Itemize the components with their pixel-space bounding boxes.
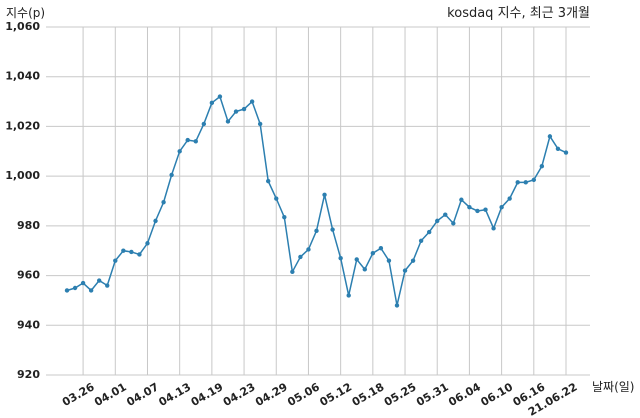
point [547, 134, 553, 139]
x-tick-label: 05.31 [414, 380, 451, 409]
point [233, 109, 239, 114]
y-tick-label: 920 [17, 368, 40, 381]
point [314, 228, 319, 234]
point [121, 248, 126, 253]
point [290, 269, 295, 275]
point [96, 278, 102, 283]
y-tick-label: 1,060 [5, 20, 40, 33]
point [249, 99, 255, 104]
point [451, 221, 456, 226]
x-tick-label: 04.19 [189, 380, 226, 409]
x-tick-label: 04.01 [92, 380, 129, 409]
point [217, 94, 223, 99]
point [330, 227, 335, 232]
point [193, 139, 198, 144]
point [499, 205, 504, 210]
point [523, 180, 528, 185]
point [201, 121, 207, 127]
x-tick-label: 06.04 [446, 380, 483, 409]
y-tick-label: 1,020 [5, 119, 40, 132]
point [177, 149, 182, 154]
point [443, 212, 448, 217]
point [402, 268, 408, 273]
point [563, 150, 569, 155]
point [435, 218, 440, 224]
point [459, 197, 464, 202]
point [539, 164, 545, 169]
point [378, 246, 384, 251]
x-tick-label: 05.12 [318, 380, 355, 409]
y-tick-label: 940 [17, 318, 40, 331]
point [105, 283, 110, 288]
point [306, 247, 311, 252]
y-tick-label: 1,040 [5, 70, 40, 83]
point [354, 257, 359, 262]
y-tick-label: 1,000 [5, 169, 40, 182]
point [531, 177, 537, 183]
point [298, 254, 303, 260]
point [225, 119, 231, 124]
point [426, 229, 432, 235]
line [66, 95, 567, 306]
y-axis-label: 지수(p) [6, 6, 45, 20]
point [169, 172, 174, 178]
point [88, 288, 94, 293]
x-tick-label: 04.29 [253, 380, 290, 409]
point [555, 146, 561, 151]
point [257, 121, 263, 127]
point [410, 258, 416, 263]
point [467, 205, 472, 210]
x-tick-label: 04.13 [157, 380, 194, 409]
point [129, 249, 134, 255]
point [491, 226, 496, 231]
y-tick-label: 960 [17, 269, 40, 282]
point [145, 241, 150, 246]
point [362, 267, 367, 272]
point [274, 196, 279, 201]
x-tick-label: 04.23 [221, 380, 258, 409]
point [338, 255, 343, 261]
x-tick-label: 05.06 [285, 380, 322, 409]
x-tick-label: 05.18 [350, 380, 387, 409]
point [80, 280, 86, 286]
point [282, 214, 287, 220]
point [113, 258, 118, 263]
point [209, 100, 215, 106]
point [394, 303, 400, 308]
point [241, 106, 247, 112]
point [475, 208, 480, 214]
point [386, 258, 392, 263]
point [72, 285, 78, 291]
y-tick-label: 980 [17, 219, 40, 232]
point [266, 178, 271, 184]
point [322, 192, 327, 197]
x-tick-label: 03.26 [60, 380, 97, 409]
point [346, 293, 351, 298]
point [483, 207, 488, 212]
point [185, 137, 190, 143]
x-tick-label: 04.07 [124, 380, 161, 409]
point [153, 218, 158, 224]
point [161, 200, 166, 205]
point [507, 196, 512, 201]
point [64, 288, 70, 293]
chart-title: kosdaq 지수, 최근 3개월 [447, 6, 590, 21]
x-axis-label: 날짜(일) [592, 380, 634, 394]
point [515, 180, 520, 185]
point [418, 238, 424, 243]
x-tick-label: 05.25 [382, 380, 419, 409]
point [370, 251, 376, 256]
point [137, 252, 142, 257]
x-tick-label: 06.10 [478, 380, 515, 409]
